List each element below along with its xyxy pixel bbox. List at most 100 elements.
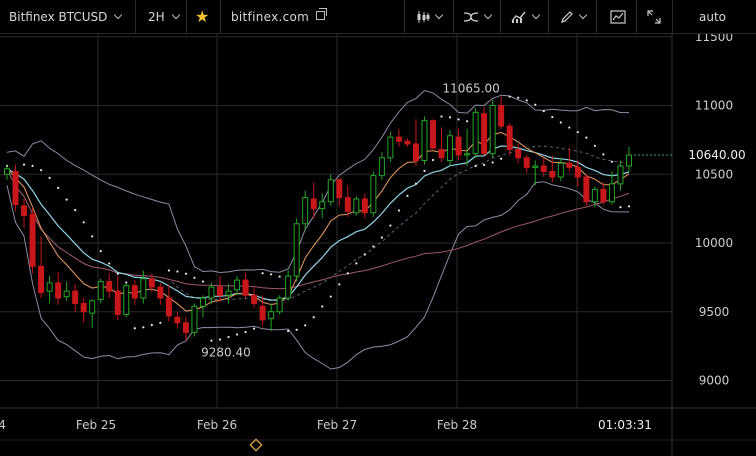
scale-mode-button[interactable]: auto xyxy=(699,0,726,33)
price-chart[interactable]: 11065.00 9280.40 11500 11000 10500 10000 950… xyxy=(0,34,756,456)
candle xyxy=(63,281,70,301)
sar-dot xyxy=(108,262,111,265)
sar-dot xyxy=(525,99,528,102)
sar-dot xyxy=(261,272,264,275)
sar-dot xyxy=(576,131,579,134)
scale-mode-label: auto xyxy=(699,9,727,24)
candle-body xyxy=(540,165,547,172)
candle-body xyxy=(148,278,155,288)
price-tick-label: 11500 xyxy=(695,34,733,44)
sar-dot xyxy=(287,329,290,333)
sar-dot xyxy=(491,161,494,164)
divider xyxy=(672,0,673,33)
sar-dot xyxy=(338,283,341,286)
sar-dot xyxy=(372,245,375,248)
candle xyxy=(395,128,402,147)
candle xyxy=(361,193,368,219)
candle xyxy=(106,273,113,298)
sar-dot xyxy=(585,136,588,139)
price-tick-label: 11000 xyxy=(695,99,733,113)
sar-dot xyxy=(551,115,554,119)
fullscreen-button[interactable] xyxy=(647,0,661,33)
candle-body xyxy=(387,136,394,159)
candle xyxy=(276,295,283,315)
candle-body xyxy=(600,188,607,203)
time-tick-label: Feb 26 xyxy=(197,418,237,432)
sar-dot xyxy=(159,321,162,324)
candle xyxy=(140,270,147,304)
candle xyxy=(4,166,10,180)
candle-body xyxy=(447,135,454,161)
candle-body xyxy=(566,162,573,168)
candle-body xyxy=(412,143,419,161)
sar-dot xyxy=(270,273,273,276)
sar-dot xyxy=(619,206,622,209)
sar-dot xyxy=(65,198,68,201)
sar-dot xyxy=(48,176,51,179)
candle xyxy=(566,148,573,172)
sar-dot xyxy=(184,272,188,275)
time-axis[interactable]: 4 Feb 25 Feb 26 Feb 27 Feb 28 xyxy=(0,407,756,441)
sar-dot xyxy=(218,338,222,341)
candle xyxy=(378,152,385,180)
site-link[interactable]: bitfinex.com xyxy=(231,0,328,33)
drawing-tools-button[interactable] xyxy=(560,0,588,33)
candle xyxy=(259,295,266,326)
candle xyxy=(489,100,496,158)
candle xyxy=(310,182,317,219)
indicators-button[interactable] xyxy=(463,0,493,33)
divider xyxy=(453,0,454,33)
candle-body xyxy=(608,183,615,203)
candle xyxy=(38,236,45,298)
interval-selector[interactable]: 2H xyxy=(148,0,180,33)
candle-body xyxy=(557,162,564,178)
candle xyxy=(72,284,79,312)
chart-style-button[interactable] xyxy=(416,0,444,33)
candle-body xyxy=(114,290,121,315)
diamond-marker-icon[interactable] xyxy=(249,438,263,452)
candle-body xyxy=(532,165,539,168)
candle-body xyxy=(191,305,198,333)
lower-band-line xyxy=(6,181,629,370)
candle xyxy=(191,303,198,337)
candle xyxy=(268,303,275,331)
candle-body xyxy=(515,149,522,159)
divider xyxy=(186,0,187,33)
candle xyxy=(302,190,309,231)
last-price-label: 10640.00 xyxy=(688,148,745,162)
sar-dot xyxy=(210,339,213,342)
bollinger-bands xyxy=(6,89,629,370)
sar-dot xyxy=(176,270,179,273)
candle xyxy=(319,193,326,219)
candle xyxy=(370,171,377,217)
sar-dot xyxy=(568,126,571,129)
compare-button[interactable] xyxy=(511,0,541,33)
candle xyxy=(21,199,28,228)
divider xyxy=(548,0,549,33)
sar-dot xyxy=(457,118,460,121)
candle xyxy=(353,196,360,216)
candle xyxy=(387,131,394,162)
price-axis[interactable]: 11500 11000 10500 10000 9500 9000 xyxy=(671,34,733,456)
sar-dot xyxy=(508,95,511,98)
candle xyxy=(438,127,445,162)
pencil-icon xyxy=(561,10,573,23)
fullscreen-icon xyxy=(647,9,661,24)
sar-dot xyxy=(355,262,358,265)
sar-dot xyxy=(474,164,477,168)
candle xyxy=(199,295,206,318)
time-tick-label: Feb 27 xyxy=(317,418,357,432)
candle-body xyxy=(182,322,189,333)
candle xyxy=(404,138,411,147)
candle-body xyxy=(63,290,70,298)
star-icon[interactable]: ★ xyxy=(195,7,210,26)
symbol-selector[interactable]: Bitfinex BTCUSD xyxy=(9,0,123,33)
snapshot-button[interactable] xyxy=(610,0,626,33)
candle xyxy=(182,317,189,341)
candle-body xyxy=(353,198,360,214)
candle-body xyxy=(404,140,411,145)
sar-dot xyxy=(31,164,34,167)
candle-body xyxy=(21,205,28,216)
upper-band-line xyxy=(6,89,629,274)
chevron-down-icon xyxy=(483,10,493,19)
